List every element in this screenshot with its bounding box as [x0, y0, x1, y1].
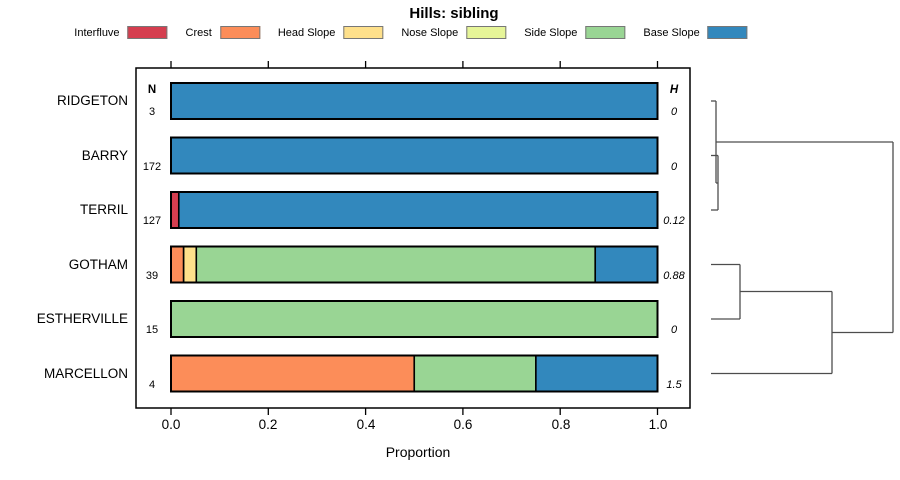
x-tick-label-0.6: 0.6	[453, 417, 473, 432]
legend-swatch-base-slope	[707, 26, 748, 39]
n-value-marcellon: 4	[148, 378, 156, 391]
legend-item-nose-slope: Nose Slope	[401, 26, 507, 39]
legend-swatch-head-slope	[343, 26, 384, 39]
legend-label-side-slope: Side Slope	[524, 26, 578, 39]
bar-outline	[170, 245, 659, 284]
bar-segment	[170, 245, 185, 284]
bar-segment	[182, 245, 198, 284]
legend-label-base-slope: Base Slope	[643, 26, 700, 39]
row-label-terril: TERRIL	[79, 202, 128, 217]
legend-item-head-slope: Head Slope	[278, 26, 384, 39]
bar-outline	[170, 300, 659, 338]
legend-label-head-slope: Head Slope	[277, 26, 336, 39]
bar-segment	[177, 191, 659, 229]
legend-item-crest: Crest	[186, 26, 260, 39]
bar-outline	[170, 82, 659, 120]
legend-label-interfluve: Interfluve	[74, 26, 120, 39]
bar-segment	[170, 300, 659, 338]
bar-segment	[170, 191, 180, 229]
legend-item-side-slope: Side Slope	[524, 26, 626, 39]
x-tick-label-1.0: 1.0	[648, 417, 668, 432]
legend-label-crest: Crest	[185, 26, 212, 39]
h-value-terril: 0.12	[663, 215, 685, 227]
row-label-gotham: GOTHAM	[68, 256, 128, 272]
chart-title: Hills: sibling	[409, 5, 499, 22]
bar-outline	[170, 136, 659, 175]
x-tick-label-0.8: 0.8	[551, 417, 571, 432]
stacked-bars	[170, 82, 659, 393]
bar-segment	[170, 136, 659, 175]
x-tick-label-0.2: 0.2	[258, 417, 278, 432]
h-value-ridgeton: 0	[670, 106, 678, 118]
plot-border	[135, 67, 691, 409]
bar-segment	[170, 82, 659, 120]
bar-outline	[170, 191, 659, 229]
h-value-marcellon: 1.5	[666, 378, 682, 391]
legend: Interfluve Crest Head Slope Nose Slope S…	[74, 26, 748, 39]
row-label-ridgeton: RIDGETON	[56, 93, 128, 108]
h-value-gotham: 0.88	[663, 269, 685, 282]
x-tick-label-0.0: 0.0	[161, 417, 181, 432]
n-value-gotham: 39	[145, 269, 159, 282]
bar-segment	[170, 354, 416, 393]
plot-frame	[135, 61, 691, 415]
n-value-ridgeton: 3	[148, 106, 156, 118]
n-value-terril: 127	[142, 215, 162, 227]
legend-item-interfluve: Interfluve	[74, 26, 168, 39]
bar-segment	[594, 245, 659, 284]
bar-outline	[170, 354, 659, 393]
n-value-barry: 172	[142, 160, 162, 173]
x-axis-title: Proportion	[385, 444, 451, 460]
legend-swatch-crest	[219, 26, 260, 39]
x-tick-label-0.4: 0.4	[356, 417, 376, 432]
bar-segment	[535, 354, 659, 393]
n-column-header: N	[147, 84, 157, 96]
legend-swatch-interfluve	[127, 26, 168, 39]
legend-label-nose-slope: Nose Slope	[401, 26, 459, 39]
h-column-header: H	[669, 84, 679, 96]
dendrogram	[711, 100, 894, 375]
bar-segment	[195, 245, 597, 284]
bar-segment	[413, 354, 537, 393]
h-value-barry: 0	[670, 160, 678, 173]
row-label-estherville: ESTHERVILLE	[36, 311, 128, 326]
row-label-barry: BARRY	[81, 147, 128, 163]
row-label-marcellon: MARCELLON	[43, 365, 128, 381]
legend-item-base-slope: Base Slope	[643, 26, 748, 39]
n-value-estherville: 15	[145, 324, 159, 336]
legend-swatch-nose-slope	[466, 26, 507, 39]
legend-swatch-side-slope	[585, 26, 626, 39]
h-value-estherville: 0	[670, 324, 678, 336]
